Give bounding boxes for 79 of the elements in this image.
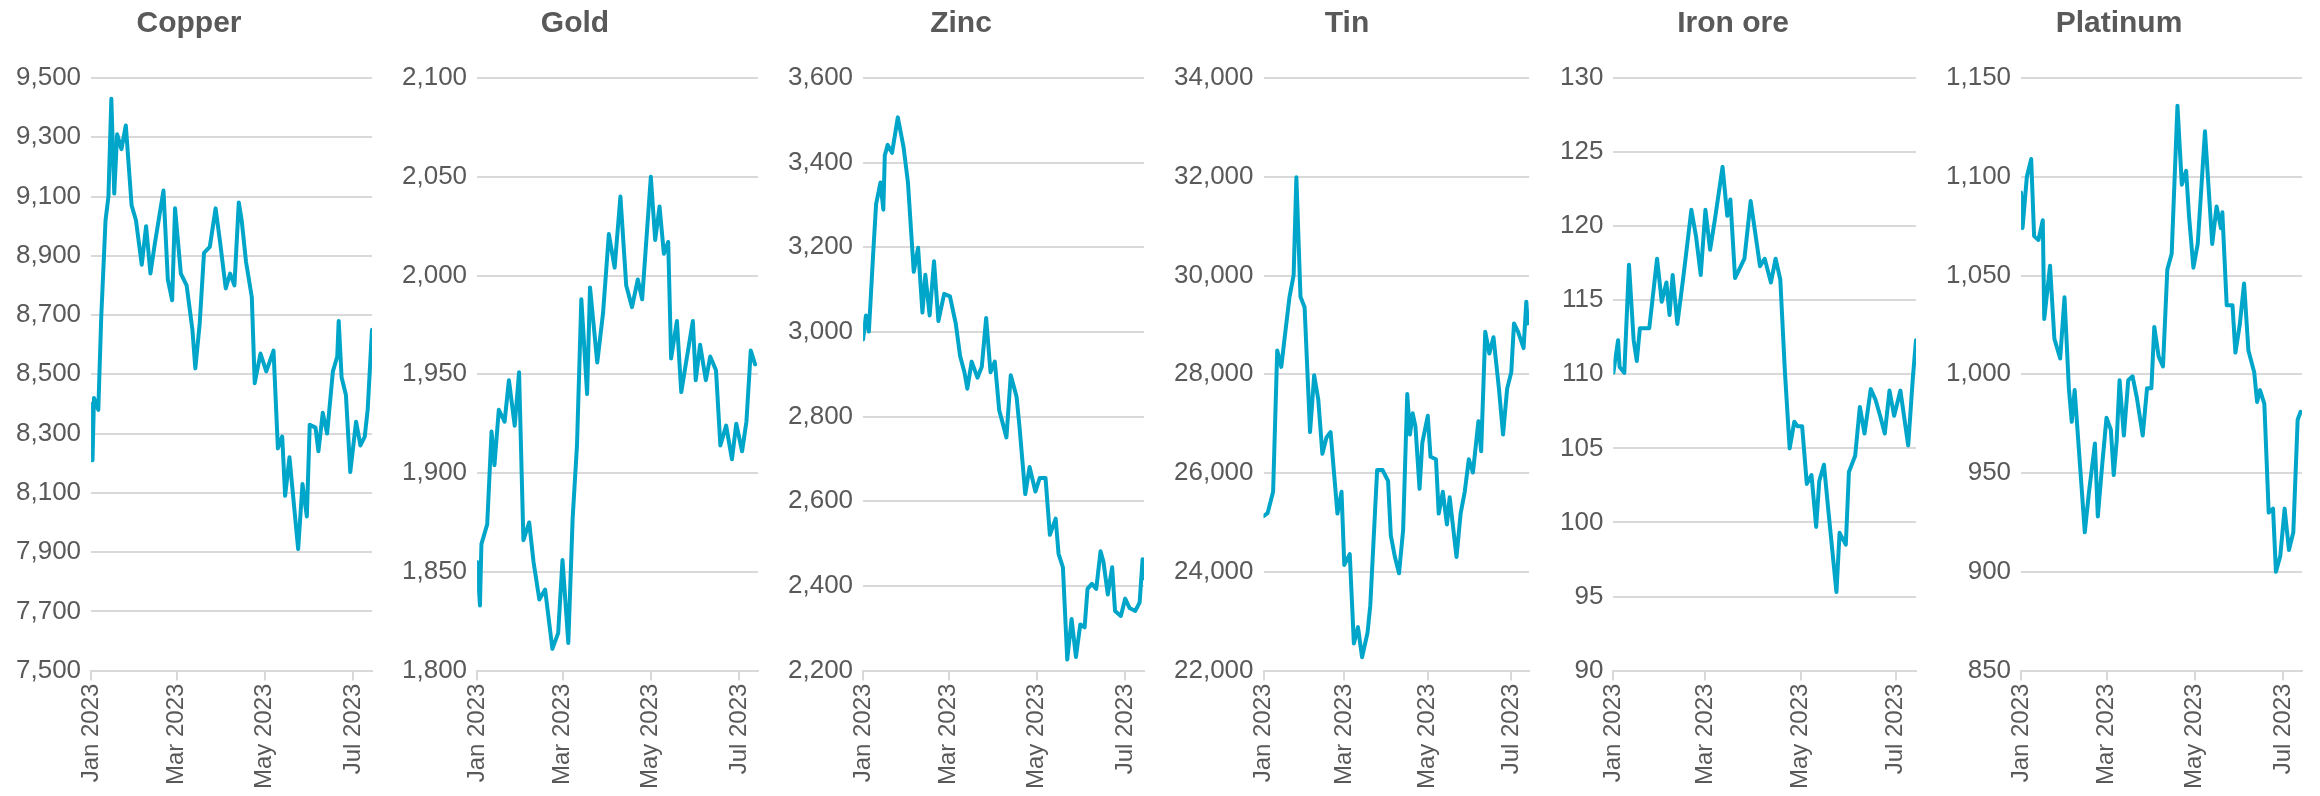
y-tick-label: 9,300 [15, 120, 82, 151]
y-tick-label: 26,000 [1173, 456, 1254, 487]
y-tick-label: 7,900 [15, 535, 82, 566]
x-tick-label: Jan 2023 [461, 683, 489, 783]
x-tick-label: Jul 2023 [337, 683, 365, 775]
x-tick-label: May 2023 [635, 683, 663, 790]
y-tick-label: 2,000 [401, 258, 468, 289]
y-tick-label: 9,500 [15, 61, 82, 92]
x-tick-label: Mar 2023 [1328, 683, 1356, 785]
y-tick-label: 110 [1561, 357, 1604, 388]
y-tick-label: 3,000 [787, 315, 854, 346]
y-tick-label: 1,150 [1945, 61, 2012, 92]
y-tick-label: 3,600 [787, 61, 854, 92]
y-tick-label: 1,000 [1945, 357, 2012, 388]
y-tick-label: 1,900 [401, 456, 468, 487]
y-tick-label: 2,800 [787, 399, 854, 430]
x-tick-label: Jul 2023 [1880, 683, 1908, 775]
chart-title: Platinum [2055, 5, 2183, 39]
x-tick-label: Jul 2023 [2267, 683, 2295, 775]
y-tick-label: 1,950 [401, 357, 468, 388]
y-tick-label: 1,100 [1945, 159, 2012, 190]
y-tick-label: 3,400 [787, 145, 854, 176]
x-tick-label: Mar 2023 [547, 683, 575, 785]
y-tick-label: 1,850 [401, 555, 468, 586]
y-tick-label: 8,100 [15, 475, 82, 506]
x-tick-label: Jan 2023 [1598, 683, 1625, 783]
chart-title: Tin [1324, 5, 1370, 39]
x-tick-label: Jan 2023 [75, 683, 103, 783]
x-tick-label: Jan 2023 [1248, 683, 1276, 783]
y-tick-label: 7,700 [15, 594, 82, 625]
chart-title: Zinc [930, 5, 992, 39]
x-tick-label: Jul 2023 [1495, 683, 1523, 775]
x-tick-label: Jan 2023 [2005, 683, 2033, 783]
y-tick-label: 105 [1559, 431, 1604, 462]
y-tick-label: 125 [1559, 135, 1604, 166]
y-tick-label: 95 [1574, 579, 1604, 610]
y-tick-label: 32,000 [1173, 159, 1254, 190]
x-tick-label: May 2023 [1021, 683, 1049, 790]
x-tick-label: May 2023 [2179, 683, 2207, 790]
y-tick-label: 2,100 [401, 61, 468, 92]
y-tick-label: 850 [1967, 653, 2012, 684]
y-tick-label: 950 [1967, 456, 2012, 487]
y-tick-label: 22,000 [1173, 653, 1254, 684]
y-tick-label: 2,600 [787, 484, 854, 515]
x-tick-label: Mar 2023 [161, 683, 189, 785]
y-tick-label: 2,200 [787, 653, 854, 684]
y-tick-label: 8,500 [15, 357, 82, 388]
y-tick-label: 8,700 [15, 298, 82, 329]
y-tick-label: 2,400 [787, 569, 854, 600]
x-tick-label: May 2023 [249, 683, 277, 790]
y-tick-label: 900 [1967, 555, 2012, 586]
x-tick-label: Mar 2023 [1690, 683, 1718, 785]
x-tick-label: Mar 2023 [933, 683, 961, 785]
x-tick-label: Jan 2023 [847, 683, 875, 783]
y-tick-label: 1,050 [1945, 258, 2012, 289]
y-tick-label: 30,000 [1173, 258, 1254, 289]
y-tick-label: 100 [1559, 505, 1604, 536]
y-tick-label: 130 [1559, 61, 1604, 92]
x-tick-label: Jul 2023 [1109, 683, 1137, 775]
y-tick-label: 120 [1559, 209, 1604, 240]
x-tick-label: May 2023 [1412, 683, 1440, 790]
y-tick-label: 7,500 [15, 653, 82, 684]
chart-title: Copper [136, 5, 242, 39]
y-tick-label: 8,900 [15, 238, 82, 269]
y-tick-label: 28,000 [1173, 357, 1254, 388]
x-tick-label: Mar 2023 [2091, 683, 2119, 785]
y-tick-label: 1,800 [401, 653, 468, 684]
y-tick-label: 24,000 [1173, 555, 1254, 586]
chart-title: Gold [540, 5, 610, 39]
y-tick-label: 90 [1574, 653, 1604, 684]
x-tick-label: May 2023 [1785, 683, 1813, 790]
y-tick-label: 2,050 [401, 159, 468, 190]
y-tick-label: 115 [1561, 283, 1604, 314]
x-tick-label: Jul 2023 [723, 683, 751, 775]
y-tick-label: 9,100 [15, 179, 82, 210]
y-tick-label: 8,300 [15, 416, 82, 447]
y-tick-label: 34,000 [1173, 61, 1254, 92]
chart-title: Iron ore [1677, 5, 1789, 39]
y-tick-label: 3,200 [787, 230, 854, 261]
